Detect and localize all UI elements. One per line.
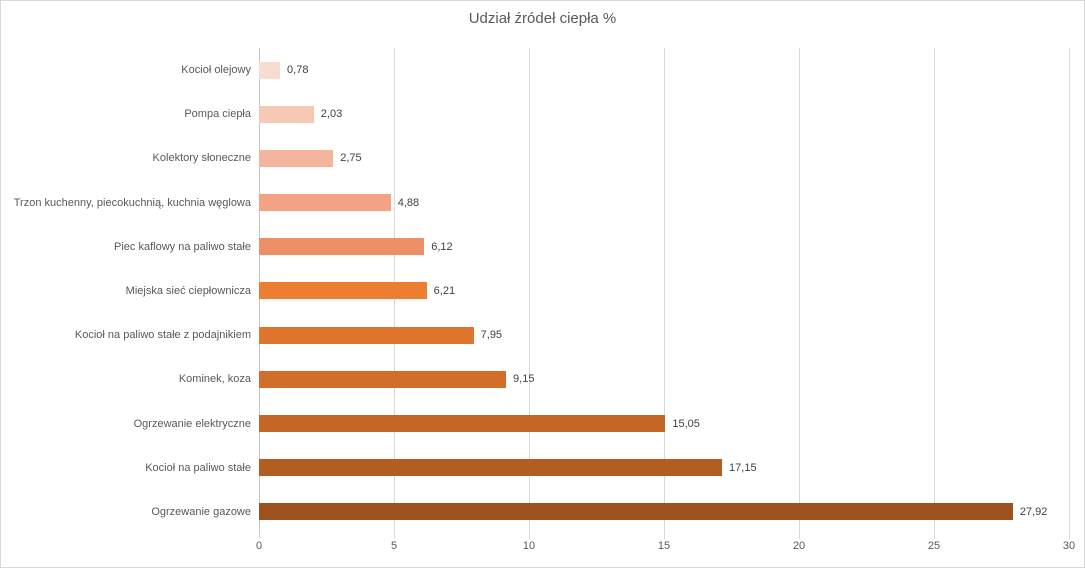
category-label: Ogrzewanie gazowe — [151, 505, 251, 518]
bar-row: 6,12 — [259, 225, 1069, 269]
gridline — [529, 48, 530, 534]
bar — [259, 105, 314, 123]
gridline — [1069, 48, 1070, 534]
bar-row: 2,03 — [259, 92, 1069, 136]
bar — [259, 326, 474, 344]
category-label: Kocioł na paliwo stałe — [145, 461, 251, 474]
gridline — [934, 48, 935, 534]
value-label: 0,78 — [287, 64, 309, 77]
value-label: 17,15 — [729, 461, 757, 474]
category-label: Ogrzewanie elektryczne — [133, 417, 251, 430]
category-label: Miejska sieć ciepłownicza — [125, 284, 251, 297]
bar — [259, 149, 334, 167]
bar-row: 15,05 — [259, 401, 1069, 445]
bar — [259, 282, 427, 300]
chart-title: Udział źródeł ciepła % — [468, 10, 617, 27]
axis-tick — [664, 534, 665, 539]
gridline — [664, 48, 665, 534]
bar — [259, 459, 723, 477]
axis-tick — [394, 534, 395, 539]
value-label: 2,03 — [320, 108, 343, 121]
category-label: Kocioł na paliwo stałe z podajnikiem — [74, 329, 251, 342]
category-label: Trzon kuchenny, piecokuchnią, kuchnia wę… — [13, 196, 251, 209]
bar-row: 17,15 — [259, 446, 1069, 490]
x-tick-label: 10 — [522, 540, 536, 552]
value-label: 2,75 — [340, 152, 362, 165]
bar — [259, 503, 1013, 521]
axis-tick — [1069, 534, 1070, 539]
category-axis: Kocioł olejowy Pompa ciepła Kolektory słon… — [1, 48, 251, 534]
value-label: 15,05 — [672, 417, 700, 430]
bar-row: 9,15 — [259, 357, 1069, 401]
axis-tick — [799, 534, 800, 539]
category-label: Pompa ciepła — [184, 108, 251, 121]
bar-row: 27,92 — [259, 490, 1069, 534]
value-label: 27,92 — [1019, 505, 1048, 518]
gridline — [799, 48, 800, 534]
x-tick-label: 5 — [390, 540, 398, 552]
value-label: 4,88 — [397, 196, 420, 209]
bar-row: 7,95 — [259, 313, 1069, 357]
value-label: 7,95 — [480, 329, 503, 342]
bar — [259, 238, 425, 256]
value-axis: 0 5 10 15 20 25 30 — [255, 540, 1075, 556]
bar — [259, 370, 507, 388]
axis-tick — [934, 534, 935, 539]
x-tick-label: 15 — [657, 540, 671, 552]
bar — [259, 194, 391, 212]
bar-row: 2,75 — [259, 136, 1069, 180]
x-tick-label: 0 — [255, 540, 263, 552]
category-label: Kominek, koza — [178, 373, 251, 386]
bar-row: 4,88 — [259, 181, 1069, 225]
value-label: 9,15 — [513, 373, 535, 386]
value-label: 6,21 — [433, 284, 456, 297]
plot-area: 0,78 2,03 2,75 4,88 6,12 6,21 7,95 9,15 15,05 17,… — [259, 48, 1070, 539]
category-label: Kocioł olejowy — [181, 64, 251, 77]
bar-row: 6,21 — [259, 269, 1069, 313]
axis-tick — [259, 534, 260, 539]
category-label: Piec kaflowy na paliwo stałe — [114, 240, 251, 253]
value-label: 6,12 — [431, 240, 453, 253]
x-tick-label: 25 — [927, 540, 941, 552]
bar — [259, 61, 281, 79]
axis-tick — [529, 534, 530, 539]
bar-row: 0,78 — [259, 48, 1069, 92]
bar — [259, 415, 666, 433]
category-label: Kolektory słoneczne — [152, 152, 251, 165]
x-tick-label: 20 — [792, 540, 806, 552]
x-tick-label: 30 — [1062, 540, 1076, 552]
